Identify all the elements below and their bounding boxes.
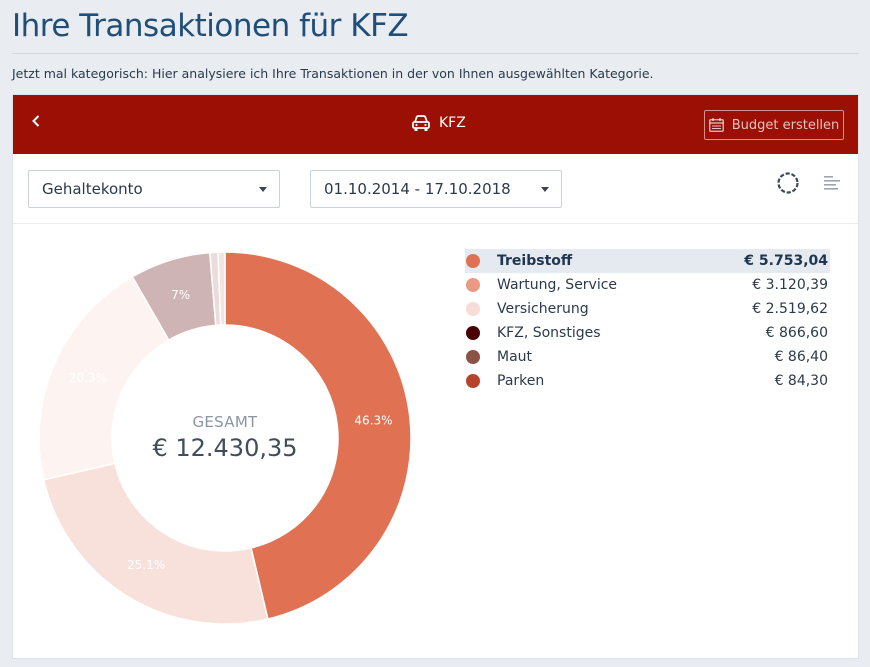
legend-color-dot	[466, 350, 480, 364]
category-panel: KFZ Budget erstellen Gehaltekonto 01.10.…	[12, 94, 859, 659]
legend-item-value: € 3.120,39	[752, 277, 828, 293]
legend-item-name: Versicherung	[497, 301, 589, 317]
donut-slice[interactable]	[224, 251, 412, 620]
donut-slice[interactable]	[217, 251, 226, 326]
donut-slice[interactable]	[42, 462, 269, 625]
donut-chart-icon[interactable]	[776, 171, 800, 195]
legend-item-value: € 2.519,62	[752, 301, 828, 317]
title-divider	[12, 53, 859, 54]
total-label: GESAMT	[192, 413, 258, 431]
category-title-group: KFZ	[411, 111, 466, 135]
legend-item[interactable]: Versicherung € 2.519,62	[465, 297, 830, 321]
calendar-icon	[708, 118, 724, 132]
bar-list-icon[interactable]	[823, 174, 841, 190]
legend-item-value: € 5.753,04	[744, 253, 828, 269]
legend-item[interactable]: Treibstoff € 5.753,04	[465, 249, 830, 273]
chevron-down-icon	[259, 187, 267, 192]
total-value: € 12.430,35	[152, 434, 298, 462]
chevron-down-icon	[541, 187, 549, 192]
car-icon	[412, 115, 430, 131]
slice-percent-label: 20.3%	[69, 371, 107, 385]
legend-item-value: € 866,60	[765, 325, 828, 341]
date-range-value: 01.10.2014 - 17.10.2018	[324, 180, 511, 198]
back-button[interactable]	[27, 109, 45, 133]
legend-color-dot	[466, 302, 480, 316]
legend-color-dot	[466, 254, 480, 268]
donut-chart-svg: 46.3% 25.1% 20.3% 7%	[38, 251, 412, 625]
category-title: KFZ	[439, 115, 466, 131]
category-legend: Treibstoff € 5.753,04 Wartung, Service € 3.…	[465, 249, 830, 393]
legend-item-value: € 84,30	[774, 373, 828, 389]
page-subtitle: Jetzt mal kategorisch: Hier analysiere i…	[12, 66, 654, 81]
page-title: Ihre Transaktionen für KFZ	[12, 8, 409, 44]
legend-item[interactable]: Parken € 84,30	[465, 369, 830, 393]
slice-percent-label: 46.3%	[354, 414, 392, 428]
legend-color-dot	[466, 374, 480, 388]
create-budget-label: Budget erstellen	[731, 117, 840, 133]
slice-percent-label: 7%	[171, 288, 190, 302]
legend-color-dot	[466, 278, 480, 292]
date-range-select[interactable]: 01.10.2014 - 17.10.2018	[310, 170, 562, 208]
legend-item-value: € 86,40	[774, 349, 828, 365]
legend-item-name: Wartung, Service	[497, 277, 618, 293]
legend-color-dot	[466, 326, 480, 340]
account-select[interactable]: Gehaltekonto	[28, 170, 280, 208]
legend-item[interactable]: Wartung, Service € 3.120,39	[465, 273, 830, 297]
create-budget-button[interactable]: Budget erstellen	[704, 110, 844, 140]
legend-item[interactable]: Maut € 86,40	[465, 345, 830, 369]
legend-item-name: Treibstoff	[497, 253, 573, 269]
legend-item-name: KFZ, Sonstiges	[497, 325, 601, 341]
donut-chart: 46.3% 25.1% 20.3% 7% GESAMT € 12.430,35	[13, 225, 463, 659]
legend-item[interactable]: KFZ, Sonstiges € 866,60	[465, 321, 830, 345]
chevron-left-icon	[32, 115, 40, 127]
legend-item-name: Maut	[497, 349, 533, 365]
category-header: KFZ Budget erstellen	[13, 95, 858, 154]
legend-item-name: Parken	[497, 373, 545, 389]
account-select-value: Gehaltekonto	[42, 180, 143, 198]
filter-toolbar: Gehaltekonto 01.10.2014 - 17.10.2018	[13, 154, 858, 224]
slice-percent-label: 25.1%	[127, 558, 165, 572]
